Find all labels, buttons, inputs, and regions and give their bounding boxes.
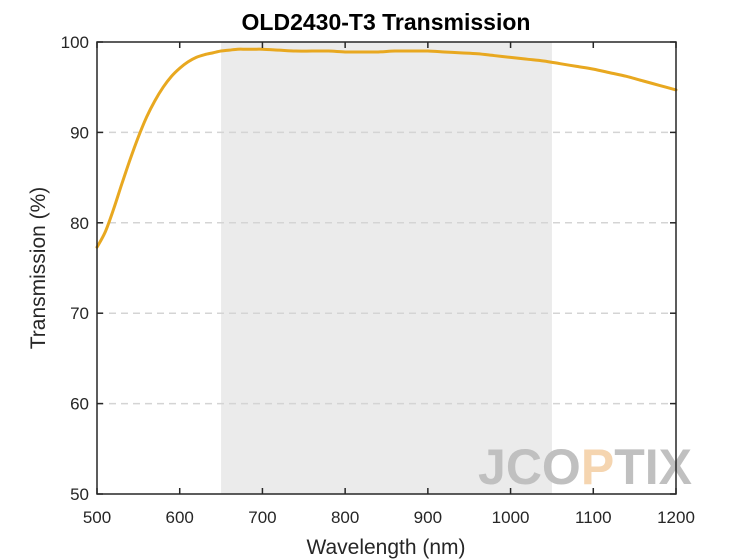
y-tick-label: 90 (70, 123, 89, 142)
chart-title: OLD2430-T3 Transmission (242, 9, 531, 35)
x-tick-label: 1200 (657, 508, 695, 527)
x-axis-label: Wavelength (nm) (306, 536, 465, 559)
y-tick-label: 60 (70, 395, 89, 414)
watermark-letter: J (478, 439, 506, 495)
y-tick-label: 50 (70, 485, 89, 504)
gridlines (97, 131, 676, 405)
series-line (95, 47, 678, 249)
shaded-band (221, 42, 552, 494)
watermark-letter: I (645, 439, 659, 495)
y-axis-label: Transmission (%) (27, 187, 50, 350)
x-tick-label: 1100 (575, 508, 612, 527)
y-axis-ticks: 50 60 70 80 90 100 (61, 33, 676, 504)
x-tick-label: 900 (414, 508, 442, 527)
x-tick-label: 1000 (492, 508, 530, 527)
watermark-letter: T (614, 439, 645, 495)
y-tick-label: 80 (70, 214, 89, 233)
y-tick-label: 100 (61, 33, 89, 52)
x-tick-label: 500 (83, 508, 111, 527)
watermark-letter: P (581, 439, 614, 495)
watermark-text: JCOPTIX (478, 439, 692, 495)
x-tick-label: 800 (331, 508, 359, 527)
watermark-logo: JCOPTIX (478, 439, 692, 495)
y-tick-label: 70 (70, 304, 89, 323)
x-axis-ticks: 500 600 700 800 900 1000 1100 1200 (83, 42, 695, 527)
watermark-letter: C (506, 439, 542, 495)
x-tick-label: 600 (166, 508, 194, 527)
watermark-letter: O (542, 439, 581, 495)
plot-frame (96, 41, 677, 495)
x-tick-label: 700 (248, 508, 276, 527)
